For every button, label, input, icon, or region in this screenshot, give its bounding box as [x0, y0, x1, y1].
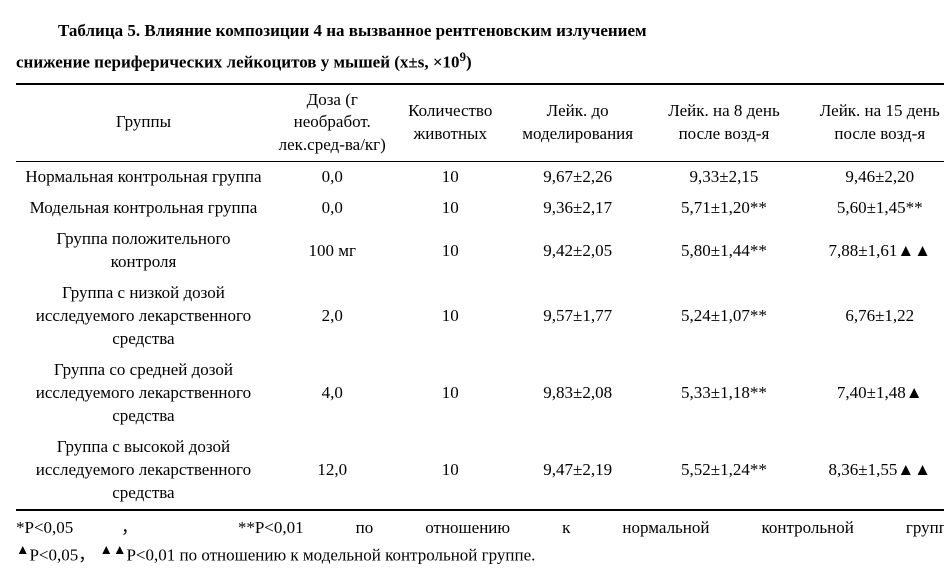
cell-v2: 9,33±2,15 — [648, 162, 799, 193]
col-header-n: Количество животных — [394, 84, 507, 162]
cell-v2: 5,33±1,18** — [648, 355, 799, 432]
cell-group: Группа положительного контроля — [16, 224, 271, 278]
caption-text-b: ) — [466, 53, 472, 72]
cell-n: 10 — [394, 162, 507, 193]
table-row: Группа с низкой дозой исследуемого лекар… — [16, 278, 944, 355]
table-row: Группа с высокой дозой исследуемого лека… — [16, 432, 944, 510]
cell-dose: 0,0 — [271, 162, 394, 193]
table-caption-line2: снижение периферических лейкоцитов у мыш… — [16, 49, 944, 75]
cell-dose: 12,0 — [271, 432, 394, 510]
table-caption-line1: Таблица 5. Влияние композиции 4 на вызва… — [16, 20, 944, 43]
cell-n: 10 — [394, 224, 507, 278]
cell-group: Группа со средней дозой исследуемого лек… — [16, 355, 271, 432]
cell-group: Нормальная контрольная группа — [16, 162, 271, 193]
data-table: Группы Доза (г необработ. лек.сред-ва/кг… — [16, 83, 944, 511]
cell-n: 10 — [394, 432, 507, 510]
caption-text-a: снижение периферических лейкоцитов у мыш… — [16, 53, 460, 72]
triangle-icon: ▲▲ — [100, 542, 127, 557]
cell-v1: 9,83±2,08 — [507, 355, 649, 432]
col-header-dose: Доза (г необработ. лек.сред-ва/кг) — [271, 84, 394, 162]
cell-v3: 7,40±1,48▲ — [799, 355, 944, 432]
cell-group: Модельная контрольная группа — [16, 193, 271, 224]
cell-n: 10 — [394, 278, 507, 355]
table-row: Модельная контрольная группа 0,0 10 9,36… — [16, 193, 944, 224]
cell-group: Группа с высокой дозой исследуемого лека… — [16, 432, 271, 510]
cell-v2: 5,24±1,07** — [648, 278, 799, 355]
cell-v3: 6,76±1,22 — [799, 278, 944, 355]
footnote1-h: группе; — [906, 518, 944, 537]
triangle-icon: ▲ — [16, 542, 29, 557]
footnote1-d: отношению — [425, 518, 510, 537]
col-header-v2: Лейк. на 8 день после возд-я — [648, 84, 799, 162]
table-row: Группа со средней дозой исследуемого лек… — [16, 355, 944, 432]
cell-v1: 9,42±2,05 — [507, 224, 649, 278]
cell-v1: 9,47±2,19 — [507, 432, 649, 510]
footnote1-c: по — [356, 518, 374, 537]
cell-v1: 9,67±2,26 — [507, 162, 649, 193]
footnote1-g: контрольной — [762, 518, 854, 537]
cell-v1: 9,57±1,77 — [507, 278, 649, 355]
cell-v2: 5,71±1,20** — [648, 193, 799, 224]
table-header-row: Группы Доза (г необработ. лек.сред-ва/кг… — [16, 84, 944, 162]
footnote-line2: ▲P<0,05， ▲▲P<0,01 по отношению к модельн… — [16, 541, 944, 568]
footnote-line1: *P<0,05， **P<0,01 по отношению к нормаль… — [16, 517, 944, 540]
cell-v3: 9,46±2,20 — [799, 162, 944, 193]
footnote1-b: **P<0,01 — [238, 518, 304, 537]
col-header-v1: Лейк. до моделирования — [507, 84, 649, 162]
cell-dose: 4,0 — [271, 355, 394, 432]
footnote2-b: P<0,01 по отношению к модельной контроль… — [126, 546, 535, 565]
cell-dose: 2,0 — [271, 278, 394, 355]
cell-v3: 8,36±1,55▲▲ — [799, 432, 944, 510]
col-header-group: Группы — [16, 84, 271, 162]
cell-group: Группа с низкой дозой исследуемого лекар… — [16, 278, 271, 355]
col-header-v3: Лейк. на 15 день после возд-я — [799, 84, 944, 162]
cell-dose: 100 мг — [271, 224, 394, 278]
footnote1-f: нормальной — [622, 518, 709, 537]
cell-v3: 5,60±1,45** — [799, 193, 944, 224]
footnote2-a: P<0,05， — [29, 546, 95, 565]
cell-v3: 7,88±1,61▲▲ — [799, 224, 944, 278]
table-row: Нормальная контрольная группа 0,0 10 9,6… — [16, 162, 944, 193]
cell-v1: 9,36±2,17 — [507, 193, 649, 224]
footnote1-e: к — [562, 518, 570, 537]
table-row: Группа положительного контроля 100 мг 10… — [16, 224, 944, 278]
footnote1-a: *P<0,05， — [16, 518, 186, 537]
cell-v2: 5,52±1,24** — [648, 432, 799, 510]
cell-v2: 5,80±1,44** — [648, 224, 799, 278]
cell-dose: 0,0 — [271, 193, 394, 224]
cell-n: 10 — [394, 193, 507, 224]
cell-n: 10 — [394, 355, 507, 432]
